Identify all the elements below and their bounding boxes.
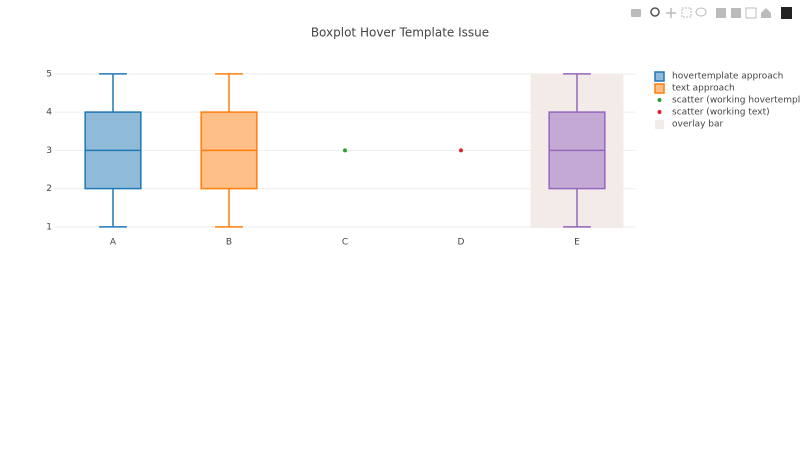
- y-tick-label: 5: [46, 69, 52, 79]
- legend-item[interactable]: scatter (working hovertemplate): [657, 96, 800, 106]
- x-tick-label: A: [110, 238, 117, 248]
- select-icon[interactable]: [681, 7, 692, 18]
- scatter-point: [343, 148, 347, 153]
- chart-title: Boxplot Hover Template Issue: [311, 26, 489, 40]
- box: [200, 73, 258, 228]
- y-tick-label: 4: [46, 108, 52, 118]
- zoom-out-icon[interactable]: [731, 8, 741, 18]
- pan-icon[interactable]: [666, 8, 676, 18]
- y-tick-label: 2: [46, 184, 52, 194]
- legend-swatch: [655, 120, 664, 129]
- scatter-point: [459, 148, 463, 153]
- camera-icon[interactable]: [631, 9, 641, 17]
- x-tick-label: B: [226, 238, 232, 248]
- legend-swatch: [654, 83, 665, 94]
- x-tick-label: D: [458, 238, 465, 248]
- legend-label: overlay bar: [672, 120, 724, 130]
- zoom-icon[interactable]: [650, 7, 660, 17]
- y-tick-label: 1: [46, 222, 52, 232]
- box: [84, 73, 142, 228]
- legend-label: hovertemplate approach: [672, 72, 783, 82]
- box: [548, 73, 606, 228]
- legend-swatch: [657, 110, 662, 114]
- zoom-in-icon[interactable]: [716, 8, 726, 18]
- legend-label: scatter (working text): [672, 108, 770, 118]
- legend-swatch: [657, 98, 662, 102]
- x-tick-label: E: [574, 238, 580, 248]
- plot-area: [84, 73, 624, 228]
- lasso-icon[interactable]: [695, 7, 707, 17]
- y-tick-label: 3: [46, 146, 52, 156]
- mode-bar[interactable]: [631, 7, 792, 19]
- legend-item[interactable]: overlay bar: [655, 120, 724, 130]
- legend-label: text approach: [672, 84, 735, 94]
- plotly-logo[interactable]: [781, 7, 792, 19]
- legend-item[interactable]: hovertemplate approach: [654, 71, 783, 82]
- legend-swatch: [654, 71, 665, 82]
- legend-item[interactable]: scatter (working text): [657, 108, 770, 118]
- reset-icon[interactable]: [761, 8, 771, 18]
- autoscale-icon[interactable]: [745, 7, 757, 19]
- x-tick-label: C: [342, 238, 348, 248]
- legend-label: scatter (working hovertemplate): [672, 96, 800, 106]
- legend-item[interactable]: text approach: [654, 83, 735, 94]
